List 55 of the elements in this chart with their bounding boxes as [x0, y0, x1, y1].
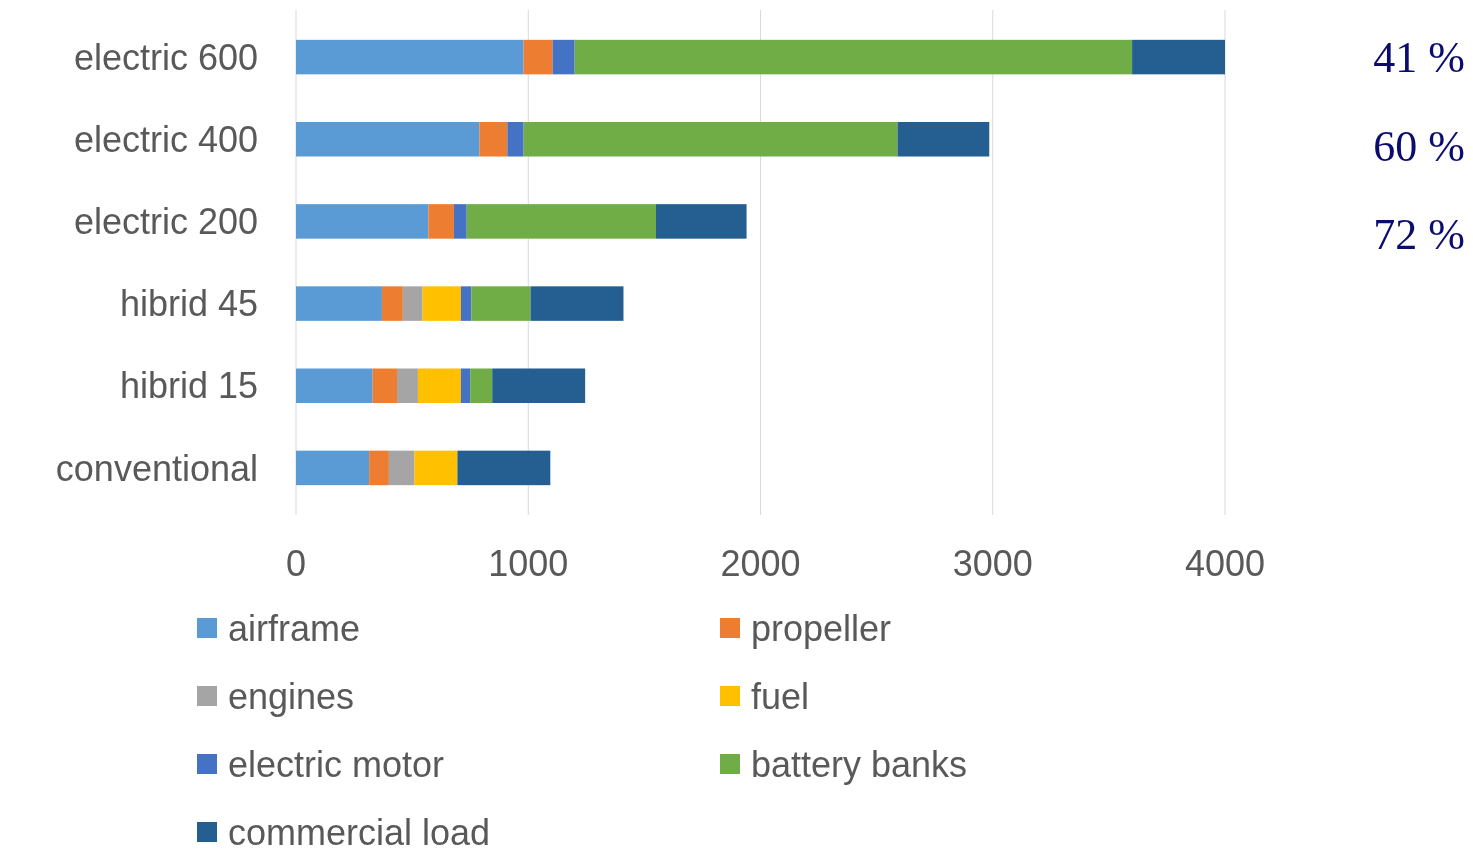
bar — [457, 450, 551, 486]
bar — [530, 286, 624, 321]
text: 72 % — [1373, 209, 1465, 259]
bar — [1132, 39, 1225, 75]
bar — [296, 39, 524, 75]
y-tick-label: electric 400 — [73, 118, 258, 160]
y-tick-label: electric 600 — [73, 36, 258, 78]
bar — [479, 122, 508, 157]
bar — [655, 204, 747, 239]
bar — [428, 204, 454, 239]
bar — [296, 286, 382, 321]
text: 60 % — [1373, 121, 1465, 171]
bar — [523, 39, 553, 75]
y-tick-label: conventional — [55, 447, 258, 489]
bar — [372, 368, 398, 404]
bar — [296, 450, 370, 486]
bar — [381, 286, 403, 321]
bar — [402, 286, 423, 321]
x-tick-label: 2000 — [720, 542, 801, 584]
bar — [492, 368, 586, 404]
y-tick-label: electric 200 — [73, 201, 258, 243]
bar — [897, 122, 990, 157]
bar — [388, 450, 415, 486]
legend-label: commercial load — [228, 811, 491, 851]
y-tick-label: hibrid 15 — [119, 365, 258, 407]
bar — [552, 39, 575, 75]
legend-label: fuel — [751, 675, 810, 717]
legend-label: battery banks — [751, 743, 968, 785]
bar — [466, 204, 656, 239]
bar — [471, 286, 531, 321]
bar — [460, 286, 472, 321]
x-tick-label: 1000 — [488, 542, 569, 584]
legend-label: electric motor — [228, 743, 445, 785]
legend-label: airframe — [228, 607, 361, 649]
bar — [414, 450, 458, 486]
x-tick-label: 3000 — [952, 542, 1033, 584]
x-tick-label: 4000 — [1184, 542, 1266, 584]
y-tick-label: hibrid 45 — [119, 283, 258, 325]
bar — [453, 204, 467, 239]
legend-label: engines — [228, 675, 355, 717]
bar — [296, 368, 373, 404]
bar — [470, 368, 493, 404]
bar — [397, 368, 418, 404]
bar — [296, 122, 480, 157]
text: 41 % — [1373, 33, 1465, 83]
bar — [460, 368, 471, 404]
bar — [523, 122, 898, 157]
bar — [507, 122, 524, 157]
bar — [369, 450, 389, 486]
x-tick-label: 0 — [285, 542, 307, 584]
legend-label: propeller — [751, 607, 892, 649]
bar — [574, 39, 1133, 75]
bar — [417, 368, 461, 404]
bar — [422, 286, 461, 321]
bar — [296, 204, 429, 239]
